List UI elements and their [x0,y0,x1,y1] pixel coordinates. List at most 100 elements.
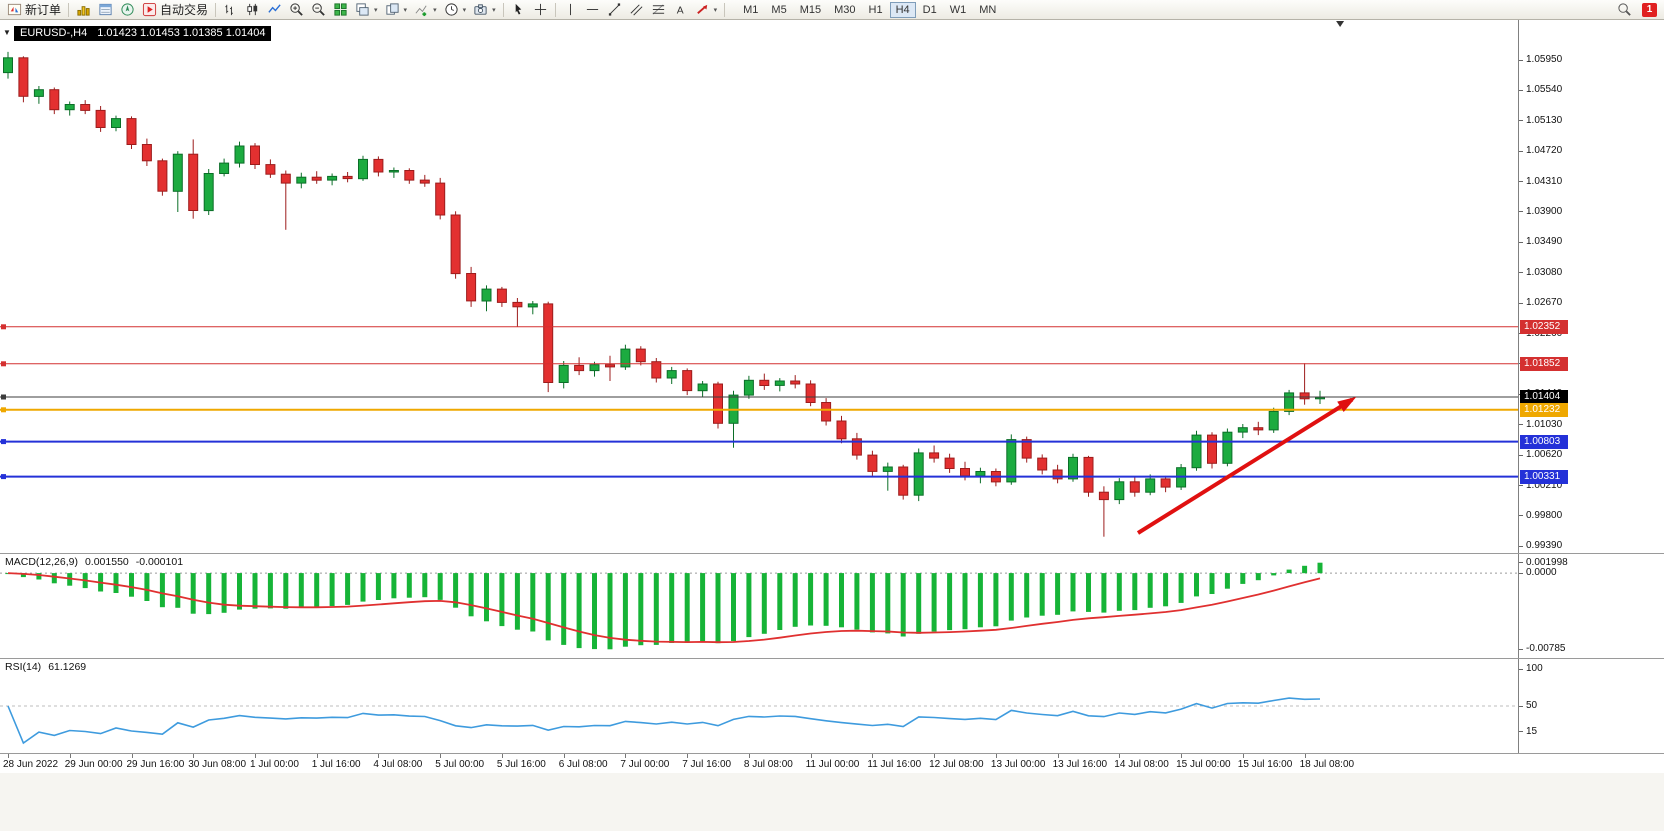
timeframe-button-m1[interactable]: M1 [743,3,759,16]
macd-histogram-bar [51,573,57,584]
time-label: 7 Jul 16:00 [682,759,732,770]
line-chart-mode-button[interactable] [264,1,285,19]
shift-marker-icon[interactable] [1336,21,1345,27]
price-chart-canvas[interactable] [0,20,1518,553]
trend-arrow-head[interactable] [1337,396,1357,412]
period-button[interactable]: ▾ [441,1,470,19]
arrows-tool-button[interactable]: ▾ [692,1,721,19]
vertical-line-tool-button[interactable] [560,1,581,19]
candle [157,160,168,192]
timeframe-button-h4[interactable]: H4 [889,1,916,18]
tile-windows-button[interactable] [330,1,351,19]
window-background [0,773,1664,831]
text-tool-button[interactable]: A [670,1,691,19]
macd-histogram-bar [20,573,26,578]
line-handle[interactable] [1,324,6,330]
macd-histogram-bar [545,573,551,641]
cursor-tool-button[interactable] [508,1,529,19]
navigator-button[interactable] [117,1,138,19]
add-indicator-button[interactable]: ▾ [411,1,440,19]
one-click-collapse-icon[interactable]: ▼ [3,28,11,37]
timeframe-button-mn[interactable]: MN [979,3,997,16]
rsi-axis[interactable]: 100 50 15 [1518,659,1664,753]
macd-canvas[interactable] [0,554,1518,658]
bar-chart-icon [225,4,233,16]
timeframe-button-w1[interactable]: W1 [949,3,967,16]
macd-histogram-bar [484,573,489,622]
time-label: 18 Jul 08:00 [1299,759,1355,770]
crosshair-tool-button[interactable] [530,1,551,19]
candlestick-mode-button[interactable] [242,1,263,19]
market-watch-button[interactable] [73,1,94,19]
macd-histogram-bar [622,573,628,647]
time-tick [687,754,689,758]
price-tick-label: 1.04310 [1526,175,1563,187]
time-tick [1242,754,1244,758]
snapshot-button[interactable]: ▾ [470,1,499,19]
price-axis[interactable]: 1.05950 1.05540 1.05130 1.04720 1.04310 1.039… [1518,20,1664,553]
channel-tool-button[interactable] [626,1,647,19]
macd-histogram-bar [360,573,366,602]
price-tick-label: 1.02670 [1526,297,1563,309]
macd-histogram-bar [1147,573,1153,608]
timeframe-button-m5[interactable]: M5 [771,3,787,16]
timeframe-button-m15[interactable]: M15 [799,3,822,16]
candle [512,301,523,308]
timeframe-button-m30[interactable]: M30 [834,3,856,16]
new-order-button[interactable]: 新订单 [4,1,64,19]
toolbar: 新订单 自动交易 [0,0,1664,20]
line-handle[interactable] [1,439,6,445]
trend-arrow-line[interactable] [1136,397,1354,535]
candle [327,175,338,181]
timeframe-button-h1[interactable]: H1 [868,3,883,16]
macd-histogram-bar [638,573,644,646]
line-handle[interactable] [1,361,6,367]
time-label: 5 Jul 00:00 [435,759,485,770]
candle [713,383,723,424]
time-axis[interactable]: 28 Jun 2022 29 Jun 00:00 29 Jun 16:00 30 Ju… [0,754,1664,773]
candle [1052,469,1063,480]
candle [1021,439,1032,459]
candle [774,380,785,386]
zoom-in-button[interactable] [286,1,307,19]
price-tick [1519,150,1523,152]
candle [944,457,955,470]
rsi-canvas[interactable] [0,659,1518,753]
rsi-line [7,697,1321,745]
macd-histogram-bar [252,573,258,609]
line-handle[interactable] [1,394,6,400]
time-tick [1304,754,1306,758]
candle [1284,392,1295,412]
bar-chart-mode-button[interactable] [220,1,241,19]
axis-label: 100 [1526,663,1543,674]
time-tick [316,754,318,758]
zoom-out-button[interactable] [308,1,329,19]
data-window-button[interactable] [95,1,116,19]
axis-tick [1519,562,1523,564]
horizontal-line-tool-button[interactable] [582,1,603,19]
notification-badge[interactable]: 1 [1642,2,1657,17]
autotrading-button[interactable]: 自动交易 [139,1,211,19]
macd-histogram-bar [391,573,397,599]
symbol-timeframe-label: EURUSD-,H4 [20,27,88,39]
arrange-windows-button[interactable]: ▾ [352,1,381,19]
line-handle[interactable] [1,407,6,413]
price-tick [1519,485,1523,487]
candle [172,153,183,192]
macd-histogram-bar [1286,569,1292,574]
fibonacci-tool-button[interactable] [648,1,669,19]
candle [666,370,677,379]
search-button[interactable] [1614,1,1635,19]
time-label: 28 Jun 2022 [3,759,59,770]
separator [215,2,217,17]
macd-axis[interactable]: 0.001998 0.0000 -0.00785 [1518,554,1664,658]
timeframe-button-d1[interactable]: D1 [922,3,937,16]
candle [141,144,152,162]
candle [496,288,507,303]
macd-histogram-bar [1055,573,1061,615]
cascade-windows-button[interactable]: ▾ [382,1,411,19]
candle [3,57,13,74]
line-handle[interactable] [1,474,6,480]
candle [1191,434,1202,469]
trendline-tool-button[interactable] [604,1,625,19]
